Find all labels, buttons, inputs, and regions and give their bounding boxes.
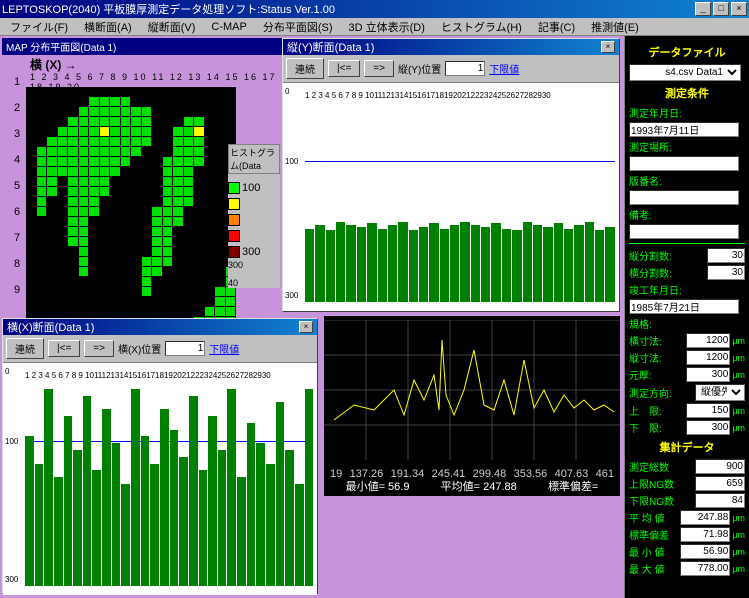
menu-item[interactable]: 分布平面図(S) <box>257 18 339 36</box>
color-scale: ヒストグラム(Data 100300 300 40 <box>228 144 280 288</box>
hcross-pos-input[interactable] <box>165 341 205 356</box>
menubar: ファイル(F)横断面(A)縦断面(V)C-MAP 分布平面図(S)3D 立体表示(… <box>0 18 749 36</box>
menu-item[interactable]: 横断面(A) <box>78 18 138 36</box>
menu-item[interactable]: 縦断面(V) <box>142 18 202 36</box>
vcross-next-button[interactable]: => <box>364 60 394 77</box>
file-section-title: データファイル <box>629 44 745 60</box>
vdim-input[interactable] <box>686 350 730 365</box>
vcross-continuous-button[interactable]: 連続 <box>286 58 324 79</box>
cond-section-title: 測定条件 <box>629 85 745 101</box>
board-input[interactable] <box>629 190 739 205</box>
hsplit-input[interactable] <box>707 265 745 280</box>
vcross-chart: 0 100 300 1 2 3 4 5 6 7 8 9 101112131415… <box>283 83 619 311</box>
hcross-toolbar: 連続 |<= => 横(X)位置 下限値 <box>3 335 317 363</box>
vcross-pos-label: 縦(Y)位置 <box>398 61 441 76</box>
vcross-pos-input[interactable] <box>445 61 485 76</box>
note-input[interactable] <box>629 224 739 239</box>
map-xlabel: 横 (X) → <box>30 56 282 73</box>
wave-avg: 平均値= 247.88 <box>441 478 517 494</box>
vcross-title: 縦(Y)断面(Data 1) <box>287 39 374 55</box>
map-title: MAP 分布平面図(Data 1) <box>2 38 282 55</box>
menu-item[interactable]: C-MAP <box>205 20 252 34</box>
map-yticks: 123456789 <box>14 76 20 310</box>
hcross-title: 横(X)断面(Data 1) <box>7 319 94 335</box>
place-input[interactable] <box>629 156 739 171</box>
lower-input[interactable] <box>686 420 730 435</box>
app-titlebar: LEPTOSKOP(2040) 平板膜厚測定データ処理ソフト:Status Ve… <box>0 0 749 18</box>
vcross-toolbar: 連続 |<= => 縦(Y)位置 下限値 <box>283 55 619 83</box>
vcross-prev-button[interactable]: |<= <box>328 60 360 77</box>
map-window: MAP 分布平面図(Data 1) 横 (X) → 1 2 3 4 5 6 7 … <box>2 56 282 336</box>
hcross-chart: 0 100 300 1 2 3 4 5 6 7 8 9 101112131415… <box>3 363 317 595</box>
hcross-limit-label[interactable]: 下限値 <box>209 341 239 356</box>
dir-select[interactable]: 縦優先 <box>695 384 745 401</box>
vcross-limit-label[interactable]: 下限値 <box>489 61 519 76</box>
app-title: LEPTOSKOP(2040) 平板膜厚測定データ処理ソフト:Status Ve… <box>2 1 335 17</box>
menu-item[interactable]: 推測値(E) <box>585 18 645 36</box>
menu-item[interactable]: ファイル(F) <box>4 18 74 36</box>
hcross-next-button[interactable]: => <box>84 340 114 357</box>
hcross-prev-button[interactable]: |<= <box>48 340 80 357</box>
maximize-button[interactable]: □ <box>713 2 729 16</box>
vcross-close[interactable]: × <box>601 41 615 53</box>
stats-section-title: 集計データ <box>629 439 745 455</box>
wave-min: 最小値= 56.9 <box>346 478 410 494</box>
heatmap-grid <box>26 87 236 347</box>
waveform-panel: 19137.26191.34245.41299.48353.56407.6346… <box>324 316 620 496</box>
hcross-pos-label: 横(X)位置 <box>118 341 161 356</box>
wave-std: 標準偏差= <box>548 478 598 494</box>
upper-input[interactable] <box>686 403 730 418</box>
hdim-input[interactable] <box>686 333 730 348</box>
hcross-close[interactable]: × <box>299 321 313 333</box>
minimize-button[interactable]: _ <box>695 2 711 16</box>
sidebar: データファイル s4.csv Data1 測定条件 測定年月日: 測定場所: 版… <box>624 36 749 598</box>
vertical-cross-window: 縦(Y)断面(Data 1) × 連続 |<= => 縦(Y)位置 下限値 0 … <box>282 38 620 312</box>
menu-item[interactable]: 3D 立体表示(D) <box>343 18 431 36</box>
orig-input[interactable] <box>686 367 730 382</box>
meas-date-input[interactable] <box>629 122 739 137</box>
menu-item[interactable]: ヒストグラム(H) <box>435 18 528 36</box>
close-button[interactable]: × <box>731 2 747 16</box>
file-select[interactable]: s4.csv Data1 <box>629 64 741 81</box>
horizontal-cross-window: 横(X)断面(Data 1) × 連続 |<= => 横(X)位置 下限値 0 … <box>2 318 318 594</box>
menu-item[interactable]: 記事(C) <box>532 18 581 36</box>
hcross-continuous-button[interactable]: 連続 <box>6 338 44 359</box>
vsplit-input[interactable] <box>707 248 745 263</box>
comp-date-input[interactable] <box>629 299 739 314</box>
